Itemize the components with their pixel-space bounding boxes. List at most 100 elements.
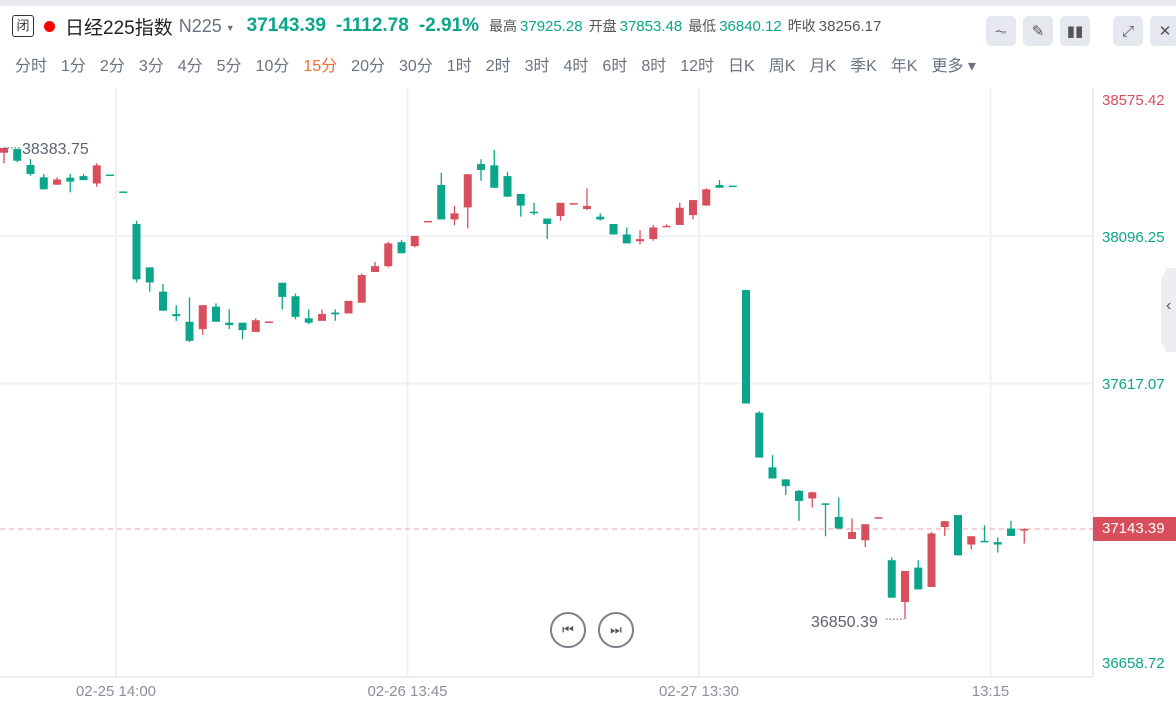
skip-forward-icon: ⏭: [610, 622, 622, 637]
candle-body: [940, 521, 949, 528]
candle-body: [357, 275, 366, 303]
period-tab[interactable]: 1时: [446, 58, 472, 75]
candle-body: [92, 165, 101, 184]
candle-body: [636, 239, 644, 242]
status-dot-icon: [44, 20, 55, 32]
candle-body: [543, 218, 552, 225]
candle-body: [0, 147, 8, 153]
scroll-to-end-button[interactable]: ⏭: [598, 612, 634, 648]
candle-body: [569, 203, 578, 205]
draw-pen-icon[interactable]: ✎: [1023, 16, 1053, 46]
period-tab[interactable]: 15分: [303, 58, 338, 75]
period-tab[interactable]: 2分: [99, 58, 125, 75]
x-axis-label: 02-25 14:00: [75, 683, 157, 700]
high-value: 37925.28: [520, 17, 583, 35]
candle-body: [450, 213, 459, 220]
period-tab[interactable]: 分时: [15, 58, 48, 75]
low-value: 36840.12: [719, 17, 782, 35]
price-change: -1112.78: [335, 15, 409, 36]
candle-body: [66, 177, 75, 182]
candle-body: [384, 243, 393, 267]
candle-body: [556, 202, 565, 217]
chevron-left-icon: ‹: [1166, 297, 1172, 314]
chart-toolbar: ⏦ ✎ ▮▮ ⤢ ✕: [986, 16, 1176, 46]
candle-body: [212, 306, 220, 322]
period-tab[interactable]: 3分: [138, 58, 164, 75]
period-tab[interactable]: 5分: [216, 58, 242, 75]
period-tab[interactable]: 月K: [809, 58, 837, 75]
period-tab[interactable]: 4时: [563, 58, 589, 75]
candle-body: [304, 318, 313, 323]
candle-body: [463, 174, 472, 208]
period-tab[interactable]: 日K: [728, 58, 755, 75]
candle-body: [702, 189, 711, 206]
candle-body: [53, 179, 61, 185]
period-tab[interactable]: 8时: [641, 58, 667, 75]
candle-body: [993, 542, 1002, 545]
candle-body: [834, 516, 843, 529]
candle-body: [781, 479, 790, 487]
skip-back-icon: ⏮: [562, 622, 574, 637]
candle-body: [808, 492, 817, 499]
period-tab[interactable]: 12时: [680, 58, 715, 75]
candle-body: [649, 227, 658, 240]
candle-body: [516, 193, 525, 206]
candle-body: [874, 517, 883, 519]
candle-body: [26, 165, 35, 174]
expand-side-panel-button[interactable]: ‹: [1161, 268, 1176, 352]
scroll-to-start-button[interactable]: ⏮: [550, 612, 586, 648]
prev-close-label: 昨收: [787, 18, 816, 34]
quote-header: 闭 日经225指数 N225 ▼ 37143.39 -1112.78 -2.91…: [12, 12, 881, 40]
period-tab[interactable]: 1分: [61, 58, 86, 75]
period-tab[interactable]: 3时: [524, 58, 550, 75]
period-tab[interactable]: 年K: [890, 58, 918, 75]
candle-body: [742, 290, 750, 404]
prev-close-value: 38256.17: [818, 17, 882, 35]
candle-body: [79, 176, 88, 181]
chevron-down-icon[interactable]: ▼: [225, 23, 235, 33]
candle-body: [1020, 529, 1029, 531]
candle-body: [689, 200, 697, 216]
candle-body: [530, 211, 538, 214]
x-axis-label: 02-26 13:45: [367, 683, 448, 700]
last-price: 37143.39: [246, 15, 326, 36]
candle-body: [238, 322, 247, 331]
candle-body: [344, 300, 353, 314]
fullscreen-icon[interactable]: ⤢: [1113, 16, 1143, 46]
candle-body: [596, 216, 605, 220]
period-tab[interactable]: 10分: [255, 58, 290, 75]
candle-body: [967, 536, 976, 545]
period-tab[interactable]: 20分: [351, 58, 385, 75]
candle-body: [927, 533, 936, 587]
open-label: 开盘: [588, 18, 617, 34]
period-tab[interactable]: 季K: [850, 58, 877, 75]
candle-body: [755, 412, 764, 458]
candle-body: [225, 322, 234, 326]
y-axis-label: 37617.07: [1102, 376, 1165, 393]
candle-body: [609, 224, 618, 235]
candle-body: [490, 165, 499, 188]
candle-body: [291, 296, 300, 317]
period-tab[interactable]: 4分: [177, 58, 203, 75]
period-tab[interactable]: 周K: [768, 58, 796, 75]
period-tab[interactable]: 6时: [602, 58, 628, 75]
candle-body: [265, 321, 273, 323]
candle-body: [251, 320, 260, 332]
candle-body: [980, 540, 989, 543]
indicator-icon[interactable]: ⏦: [986, 16, 1016, 46]
candle-body: [145, 267, 154, 283]
candle-body: [914, 567, 923, 590]
market-status-badge: 闭: [12, 15, 34, 37]
x-axis-label: 02-27 13:30: [658, 683, 740, 700]
candle-body: [901, 570, 909, 603]
instrument-code-select[interactable]: N225: [178, 15, 222, 36]
candle-body: [1007, 528, 1015, 536]
period-tab[interactable]: 30分: [398, 58, 433, 75]
period-tab[interactable]: 2时: [485, 58, 511, 75]
candlestick-type-icon[interactable]: ▮▮: [1060, 16, 1090, 46]
low-label: 最低: [688, 18, 717, 34]
close-icon[interactable]: ✕: [1150, 16, 1176, 46]
candle-body: [715, 185, 724, 188]
period-tab[interactable]: 更多 ▾: [931, 58, 976, 75]
